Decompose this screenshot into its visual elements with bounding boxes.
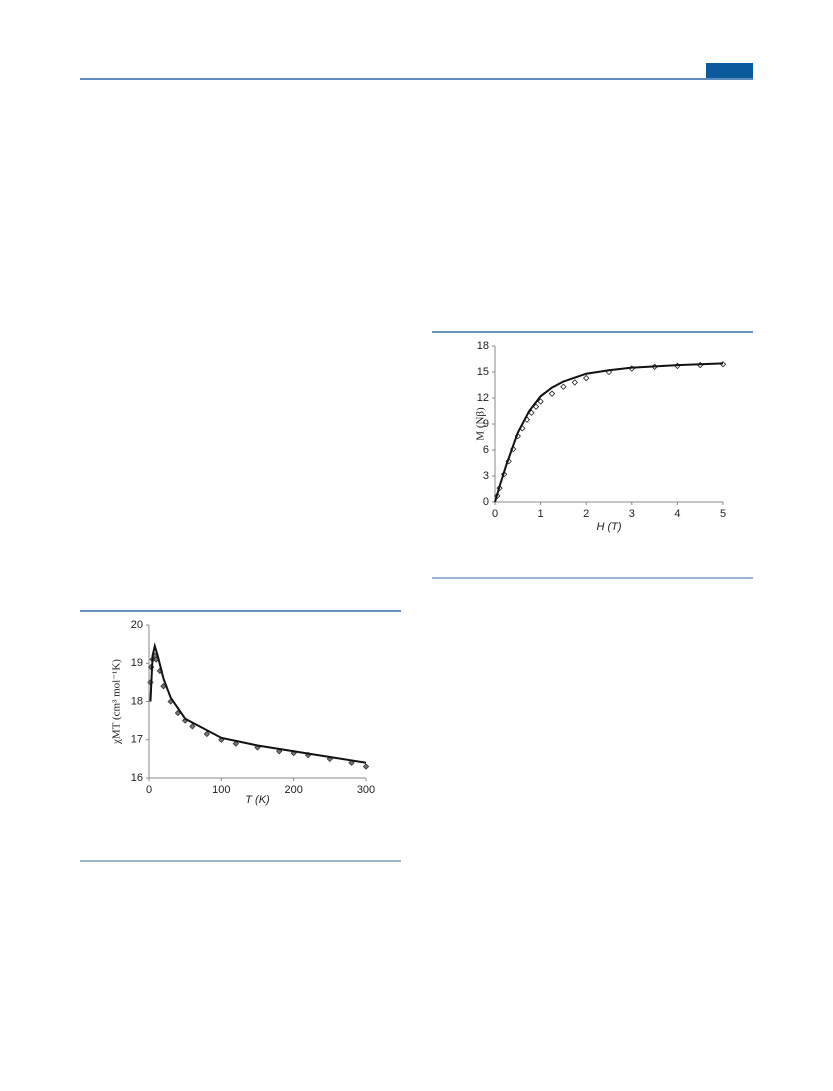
data-point <box>548 390 556 397</box>
data-point <box>232 740 239 747</box>
y-tick-label: 19 <box>131 657 143 669</box>
y-tick-label: 17 <box>131 734 143 746</box>
data-point <box>189 723 196 730</box>
y-tick-label: 16 <box>131 772 143 784</box>
y-tick-label: 3 <box>483 470 489 482</box>
x-tick-label: 5 <box>720 508 726 520</box>
header-tab <box>706 63 753 78</box>
x-tick-label: 4 <box>674 508 680 520</box>
data-point <box>571 379 578 386</box>
y-tick-label: 6 <box>483 444 489 456</box>
x-tick-label: 100 <box>212 784 230 796</box>
y-tick-label: 0 <box>483 496 489 508</box>
x-tick-label: 0 <box>146 784 152 796</box>
x-tick-label: 0 <box>492 508 498 520</box>
data-point <box>537 398 544 405</box>
y-tick-label: 15 <box>477 366 489 378</box>
data-point <box>583 374 590 382</box>
y-tick-label: 20 <box>131 619 143 631</box>
fit-line <box>494 362 724 503</box>
data-point <box>203 730 211 738</box>
data-point <box>362 763 370 770</box>
x-tick-label: 3 <box>629 508 635 520</box>
y-tick-label: 9 <box>483 418 489 430</box>
x-axis-label: T (K) <box>245 794 270 806</box>
y-tick-label: 18 <box>131 695 143 707</box>
y-tick-label: 18 <box>477 340 489 352</box>
data-point <box>560 383 567 390</box>
x-tick-label: 1 <box>538 508 544 520</box>
y-axis-label: χMT (cm³ mol⁻¹K) <box>111 659 123 745</box>
y-tick-label: 12 <box>477 392 489 404</box>
y-axis-label: M (Nβ) <box>475 407 487 441</box>
x-tick-label: 200 <box>284 784 302 796</box>
fit-line <box>149 642 367 764</box>
x-axis-label: H (T) <box>596 521 621 533</box>
x-tick-label: 300 <box>357 784 375 796</box>
x-tick-label: 2 <box>583 508 589 520</box>
